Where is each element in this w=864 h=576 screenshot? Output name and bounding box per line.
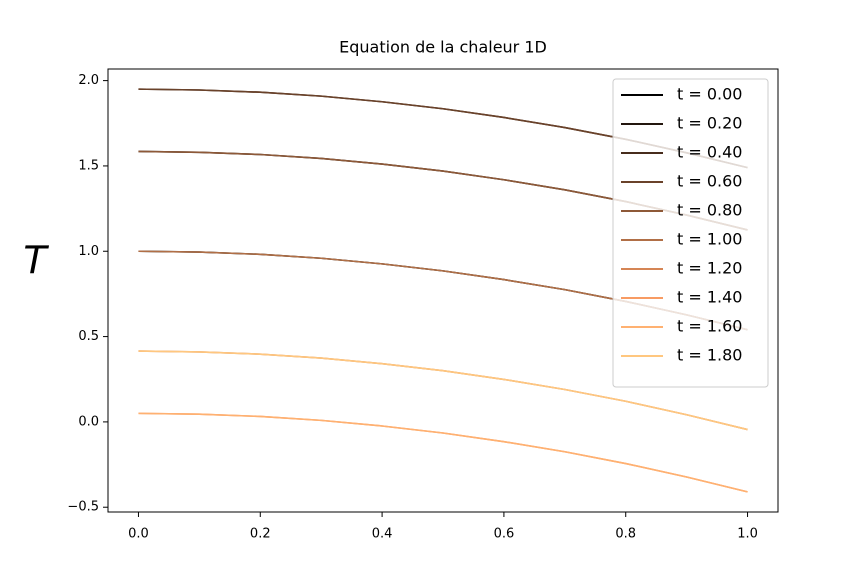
y-tick-label: 1.5	[78, 158, 99, 173]
y-tick-label: 0.5	[78, 329, 99, 344]
data-line	[138, 412, 748, 493]
y-tick-label: 1.0	[78, 244, 99, 259]
x-tick-label: 0.6	[494, 527, 515, 542]
legend-label: t = 0.80	[677, 201, 742, 220]
y-tick-label: −0.5	[67, 500, 99, 515]
legend-label: t = 1.60	[677, 317, 742, 336]
x-axis-label: x	[433, 566, 457, 576]
legend-label: t = 1.00	[677, 230, 742, 249]
x-tick-label: 0.8	[615, 527, 636, 542]
x-tick-label: 0.2	[250, 527, 271, 542]
legend-label: t = 1.40	[677, 288, 742, 307]
legend-label: t = 1.20	[677, 259, 742, 278]
y-tick-label: 2.0	[78, 73, 99, 88]
legend-box	[612, 78, 769, 388]
chart-title: Equation de la chaleur 1D	[339, 38, 547, 57]
legend-label: t = 0.20	[677, 114, 742, 133]
data-line	[138, 350, 748, 431]
x-tick-label: 0.0	[128, 527, 149, 542]
x-tick-label: 1.0	[737, 527, 758, 542]
legend-label: t = 0.60	[677, 172, 742, 191]
y-tick-label: 0.0	[78, 414, 99, 429]
legend-label: t = 1.80	[677, 346, 742, 365]
x-tick-label: 0.4	[372, 527, 393, 542]
y-axis-label: T	[23, 239, 49, 283]
legend-label: t = 0.00	[677, 85, 742, 104]
plot-frame	[107, 68, 779, 513]
legend-label: t = 0.40	[677, 143, 742, 162]
data-line	[138, 412, 748, 493]
